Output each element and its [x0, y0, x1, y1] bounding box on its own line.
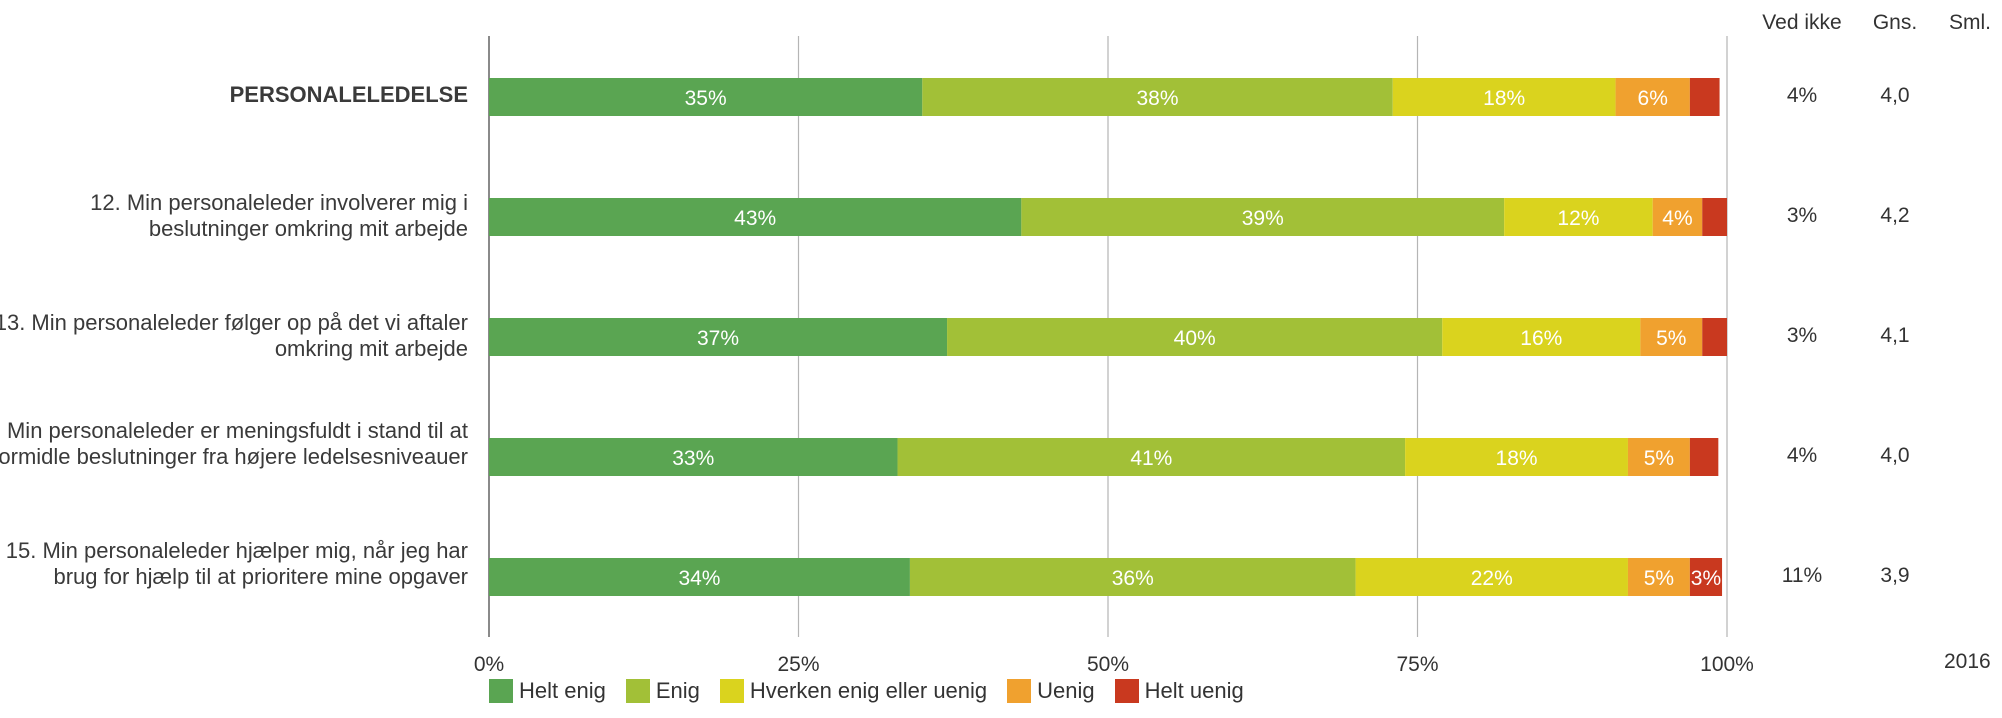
- data-label: 3%: [1691, 567, 1721, 590]
- gns-value: 4,0: [1880, 84, 1910, 107]
- ved-ikke-value: 3%: [1786, 204, 1818, 227]
- legend-item: Helt enig: [489, 678, 606, 704]
- bar-segment: [1355, 558, 1628, 596]
- bar-segment: [1652, 198, 1703, 236]
- legend-label: Helt uenig: [1144, 678, 1244, 703]
- ved-ikke-value: 4%: [1786, 84, 1818, 107]
- legend-swatch: [719, 679, 744, 703]
- bar-segment: [1702, 318, 1727, 356]
- legend-item: Enig: [625, 678, 700, 704]
- legend-label: Hverken enig eller uenig: [749, 678, 988, 703]
- legend-swatch: [625, 679, 650, 703]
- legend-swatch: [489, 679, 513, 703]
- data-label: 40%: [1174, 327, 1216, 350]
- legend-item: Uenig: [1007, 678, 1095, 704]
- data-label: 38%: [1137, 87, 1179, 110]
- data-label: 39%: [1242, 207, 1284, 230]
- column-header-sml: Sml.: [1949, 11, 1991, 34]
- gns-value: 4,0: [1880, 444, 1910, 467]
- data-label: 22%: [1471, 567, 1513, 590]
- legend-item: Helt uenig: [1114, 678, 1244, 704]
- x-tick-label: 50%: [1087, 653, 1129, 676]
- ved-ikke-value: 11%: [1781, 564, 1823, 587]
- x-tick-label: 75%: [1396, 653, 1438, 676]
- legend-label: Uenig: [1037, 678, 1095, 703]
- year-label: 2016: [1944, 650, 1991, 673]
- bar-segment: [1392, 78, 1616, 116]
- ved-ikke-value: 3%: [1786, 324, 1818, 347]
- data-label: 5%: [1644, 447, 1674, 470]
- gns-value: 4,1: [1880, 324, 1910, 347]
- data-label: 35%: [685, 87, 727, 110]
- ved-ikke-value: 4%: [1786, 444, 1818, 467]
- category-label: 14. Min personaleleder er meningsfuldt i…: [0, 418, 468, 469]
- data-label: 12%: [1557, 207, 1599, 230]
- bar-segment: [1615, 78, 1690, 116]
- bar-segment: [1504, 198, 1653, 236]
- bar-segment: [1689, 558, 1723, 596]
- column-header-gns: Gns.: [1872, 11, 1918, 34]
- data-label: 41%: [1130, 447, 1172, 470]
- bar-segment: [1021, 198, 1505, 236]
- x-tick-label: 0%: [474, 653, 504, 676]
- bar-segment: [1405, 438, 1628, 476]
- bar-segment: [489, 198, 1022, 236]
- x-tick-label: 100%: [1700, 653, 1754, 676]
- gns-value: 3,9: [1880, 564, 1910, 587]
- bar-segment: [489, 78, 923, 116]
- legend: Helt enig Enig Hverken enig eller uenig Uen…: [489, 678, 1264, 704]
- legend-label: Enig: [655, 678, 700, 703]
- data-label: 5%: [1656, 327, 1686, 350]
- x-axis: 0% 25% 50% 75% 100%: [474, 653, 1754, 676]
- bar-segment: [1627, 438, 1690, 476]
- bar-segment: [897, 438, 1406, 476]
- bar-segment: [1702, 198, 1727, 236]
- bar-segment: [1689, 78, 1720, 116]
- bar-segment: [1689, 438, 1719, 476]
- bars: 35% 38% 18% 6% 43% 39% 12% 4% 37% 40% 16% 5% 33% 41% 1…: [489, 78, 1727, 596]
- data-label: 4%: [1662, 207, 1692, 230]
- data-label: 5%: [1644, 567, 1674, 590]
- category-label: 13. Min personaleleder følger op på det …: [0, 310, 468, 361]
- gns-value: 4,2: [1880, 204, 1910, 227]
- data-label: 16%: [1520, 327, 1562, 350]
- bar-segment: [489, 438, 898, 476]
- data-label: 18%: [1483, 87, 1525, 110]
- data-label: 18%: [1496, 447, 1538, 470]
- column-header-ved-ikke: Ved ikke: [1762, 11, 1842, 34]
- legend-swatch: [1007, 679, 1032, 703]
- bar-segment: [922, 78, 1393, 116]
- bar-segment: [947, 318, 1443, 356]
- bar-segment: [909, 558, 1356, 596]
- legend-swatch: [1114, 679, 1139, 703]
- category-label: 15. Min personaleleder hjælper mig, når …: [5, 538, 468, 589]
- bar-segment: [1442, 318, 1641, 356]
- bar-segment: [1640, 318, 1703, 356]
- legend-item: Hverken enig eller uenig: [719, 678, 988, 704]
- bar-segment: [489, 558, 910, 596]
- legend-label: Helt enig: [519, 678, 606, 703]
- bar-segment: [1627, 558, 1690, 596]
- x-tick-label: 25%: [777, 653, 819, 676]
- data-label: 36%: [1112, 567, 1154, 590]
- data-label: 6%: [1638, 87, 1668, 110]
- data-label: 33%: [672, 447, 714, 470]
- bar-segment: [489, 318, 948, 356]
- data-label: 34%: [678, 567, 720, 590]
- data-label: 37%: [697, 327, 739, 350]
- category-label: 12. Min personaleleder involverer mig i …: [90, 190, 468, 241]
- category-label: PERSONALELEDELSE: [229, 82, 468, 107]
- data-label: 43%: [734, 207, 776, 230]
